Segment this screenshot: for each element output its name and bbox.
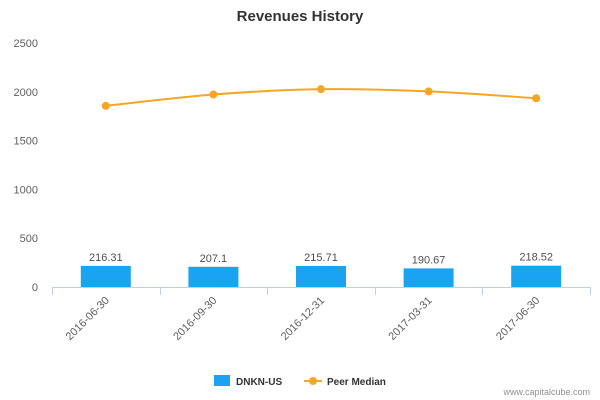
peer-median-point (209, 90, 218, 99)
peer-median-point (424, 87, 433, 96)
y-tick-label: 2500 (14, 38, 38, 50)
bar-series (80, 265, 562, 287)
line-series (101, 85, 541, 110)
legend-item-dnkn[interactable]: DNKN-US (214, 375, 282, 388)
x-tick-label: 2016-09-30 (171, 295, 219, 343)
x-tick-label: 2017-06-30 (494, 295, 542, 343)
legend: DNKN-US Peer Median (214, 375, 386, 388)
y-tick-label: 2000 (14, 87, 38, 99)
y-tick-label: 0 (32, 282, 38, 294)
bar (296, 265, 346, 287)
bar (403, 268, 454, 287)
peer-median-point (532, 94, 541, 103)
x-tick-label: 2016-06-30 (64, 295, 112, 343)
credit-text: www.capitalcube.com (502, 387, 590, 397)
bar-data-label: 207.1 (200, 253, 228, 265)
x-tick-label: 2016-12-31 (279, 295, 327, 343)
legend-marker-peer-median (309, 377, 317, 385)
y-tick-label: 1500 (14, 136, 38, 148)
y-tick-label: 500 (20, 233, 38, 245)
legend-swatch-dnkn (214, 375, 230, 386)
bar (511, 265, 562, 287)
bar-data-label: 216.31 (89, 252, 123, 264)
legend-label-peer-median: Peer Median (327, 377, 386, 388)
y-tick-label: 1000 (14, 184, 38, 196)
peer-median-point (317, 85, 325, 94)
x-tick-label: 2017-03-31 (386, 295, 434, 343)
bar (188, 266, 239, 287)
x-axis: 2016-06-30 2016-09-30 2016-12-31 2017-03-31… (52, 287, 591, 343)
bar-data-label: 218.52 (519, 252, 553, 264)
bar (80, 265, 131, 287)
legend-item-peer-median[interactable]: Peer Median (304, 377, 386, 388)
bar-data-label: 215.71 (304, 252, 338, 264)
chart-title: Revenues History (237, 8, 364, 25)
peer-median-point (101, 101, 110, 110)
y-axis: 0 500 1000 1500 2000 2500 (14, 38, 38, 294)
bar-data-labels: 216.31 207.1 215.71 190.67 218.52 (89, 252, 553, 267)
legend-label-dnkn: DNKN-US (236, 377, 282, 388)
bar-data-label: 190.67 (412, 254, 446, 266)
